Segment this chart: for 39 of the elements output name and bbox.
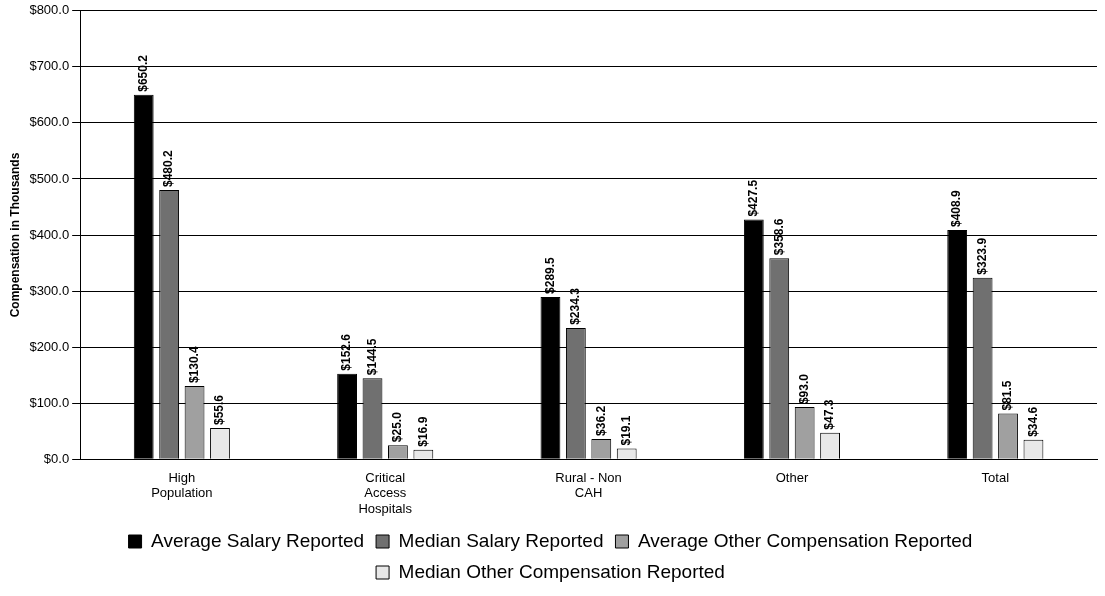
data-label: $323.9 <box>974 237 989 275</box>
y-tick-label: $100.0 <box>29 394 70 410</box>
y-tick-label: $600.0 <box>29 114 70 130</box>
legend-label: Average Salary Reported <box>151 529 365 551</box>
x-tick-label: High Population <box>151 469 213 501</box>
data-label: $130.4 <box>186 346 201 384</box>
x-tick-label: Rural - Non CAH <box>555 469 622 501</box>
data-label: $19.1 <box>619 415 634 446</box>
x-tick-label: Other <box>775 469 809 485</box>
x-tick-label: Total <box>981 469 1010 485</box>
y-tick-label: $0.0 <box>43 450 70 466</box>
data-label: $81.5 <box>1000 380 1015 411</box>
data-label: $144.5 <box>364 338 379 376</box>
legend-label: Average Other Compensation Reported <box>637 529 973 551</box>
data-label: $152.6 <box>339 333 354 371</box>
data-label: $427.5 <box>746 179 761 217</box>
data-label: $36.2 <box>593 405 608 436</box>
data-label: $480.2 <box>161 150 176 188</box>
data-label: $408.9 <box>949 189 964 228</box>
data-label: $47.3 <box>822 399 837 430</box>
data-label: $358.6 <box>771 218 786 256</box>
y-tick-label: $700.0 <box>29 58 70 74</box>
data-label: $55.6 <box>212 394 227 426</box>
y-tick-label: $300.0 <box>29 282 70 298</box>
data-label: $289.5 <box>542 256 557 294</box>
x-tick-label: Critical Access Hospitals <box>358 469 413 516</box>
legend-label: Median Other Compensation Reported <box>398 560 725 582</box>
y-axis-title: Compensation in Thousands <box>7 152 22 318</box>
y-tick-label: $500.0 <box>29 170 70 186</box>
y-tick-label: $800.0 <box>29 2 70 18</box>
legend-label: Median Salary Reported <box>398 529 604 551</box>
data-label: $34.6 <box>1025 406 1040 437</box>
data-label: $16.9 <box>415 416 430 447</box>
data-label: $234.3 <box>568 287 583 325</box>
data-label: $650.2 <box>136 54 151 92</box>
data-label: $25.0 <box>390 411 405 443</box>
y-tick-label: $200.0 <box>29 338 70 354</box>
data-label: $93.0 <box>796 373 811 405</box>
y-tick-label: $400.0 <box>29 226 70 242</box>
